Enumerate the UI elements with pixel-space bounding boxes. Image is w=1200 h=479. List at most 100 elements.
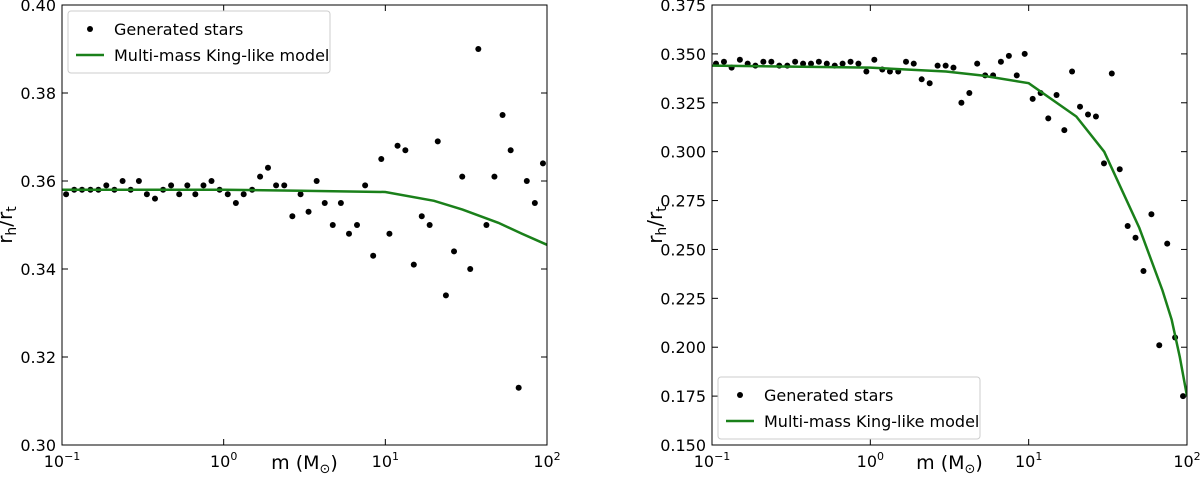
- data-point: [257, 173, 264, 180]
- data-point: [808, 60, 815, 67]
- x-label-part: ⊙: [320, 462, 331, 475]
- data-point: [507, 147, 514, 154]
- data-point: [1053, 91, 1060, 98]
- y-tick-label: 0.350: [660, 45, 706, 64]
- x-label-part: m (M: [916, 452, 964, 474]
- data-point: [1092, 113, 1099, 120]
- data-point: [974, 60, 981, 67]
- x-axis-label: m (M⊙): [271, 452, 338, 475]
- data-point: [823, 60, 830, 67]
- data-point: [337, 200, 344, 206]
- plot-frame: [711, 4, 1188, 446]
- data-point: [1013, 72, 1020, 79]
- data-point: [1140, 267, 1147, 274]
- data-point: [792, 58, 799, 65]
- data-point: [103, 182, 110, 189]
- data-point: [966, 90, 973, 96]
- data-point: [362, 182, 369, 189]
- data-point: [491, 173, 498, 180]
- data-point: [1077, 103, 1084, 110]
- x-tick-label: 100: [857, 450, 884, 471]
- y-label-part: t: [4, 206, 20, 212]
- x-tick-label: 102: [533, 450, 560, 471]
- tick-base: 10: [857, 452, 877, 471]
- legend-label: Multi-mass King-like model: [114, 46, 329, 65]
- data-point: [863, 68, 870, 75]
- data-point: [151, 195, 158, 202]
- model-line: [62, 188, 547, 246]
- data-point: [240, 191, 247, 198]
- x-tick-label: 101: [1015, 450, 1042, 471]
- data-point: [289, 213, 296, 220]
- data-point: [871, 56, 878, 63]
- x-label-part: ): [330, 452, 337, 474]
- x-tick-label: 101: [372, 450, 399, 471]
- data-point: [958, 99, 965, 106]
- y-tick-label: 0.150: [660, 436, 706, 455]
- data-point: [847, 58, 854, 65]
- tick-exponent: 1: [1035, 450, 1042, 463]
- data-point: [1156, 342, 1163, 349]
- y-tick-label: 0.375: [660, 0, 706, 15]
- data-point: [1029, 95, 1036, 102]
- legend-label: Generated stars: [764, 386, 893, 405]
- data-point: [910, 60, 917, 67]
- tick-exponent: −1: [714, 450, 730, 463]
- data-point: [720, 58, 727, 65]
- legend-key: [87, 26, 93, 32]
- data-point: [143, 191, 150, 198]
- data-point: [1021, 50, 1028, 57]
- y-label-part: /r: [0, 211, 17, 227]
- data-point: [942, 62, 949, 69]
- data-point: [208, 178, 215, 184]
- legend-label: Generated stars: [114, 20, 243, 39]
- y-tick-label: 0.325: [660, 94, 706, 113]
- data-point: [1085, 111, 1092, 118]
- y-tick-label: 0.38: [20, 84, 56, 103]
- y-axis-label: rh/rt: [643, 206, 670, 244]
- legend-box: [67, 10, 331, 74]
- data-point: [815, 58, 822, 65]
- data-point: [1100, 160, 1107, 167]
- x-tick-label: 102: [1173, 450, 1200, 471]
- data-point: [232, 200, 239, 206]
- data-point: [1124, 222, 1131, 229]
- y-axis-label: rh/rt: [0, 206, 20, 244]
- tick-exponent: 0: [230, 450, 237, 463]
- y-tick-label: 0.30: [20, 436, 56, 455]
- y-label-part: r: [0, 235, 17, 244]
- x-label-part: ): [975, 452, 982, 474]
- data-point: [903, 58, 910, 65]
- y-tick-label: 0.275: [660, 192, 706, 211]
- data-point: [1108, 70, 1115, 77]
- data-point: [760, 58, 767, 65]
- tick-base: 10: [44, 452, 64, 471]
- y-label-part: /r: [643, 211, 667, 227]
- data-point: [345, 230, 352, 237]
- data-point: [386, 230, 393, 237]
- data-point: [1045, 115, 1052, 122]
- y-label-part: h: [4, 227, 20, 236]
- data-point: [997, 58, 1004, 65]
- data-point: [855, 60, 862, 67]
- data-point: [1180, 393, 1187, 400]
- data-point: [434, 138, 441, 145]
- data-point: [515, 384, 522, 391]
- data-point: [63, 191, 70, 198]
- data-point: [926, 80, 933, 87]
- x-axis-label: m (M⊙): [916, 452, 983, 475]
- tick-exponent: 2: [554, 450, 561, 463]
- data-point: [273, 182, 280, 189]
- data-point: [305, 208, 312, 215]
- data-point: [313, 178, 320, 184]
- data-point: [402, 147, 409, 154]
- tick-exponent: 1: [392, 450, 399, 463]
- data-point: [886, 68, 893, 75]
- data-point: [192, 191, 199, 198]
- data-point: [800, 60, 807, 67]
- data-point: [224, 191, 231, 198]
- data-point: [736, 56, 743, 63]
- legend-key: [737, 392, 743, 398]
